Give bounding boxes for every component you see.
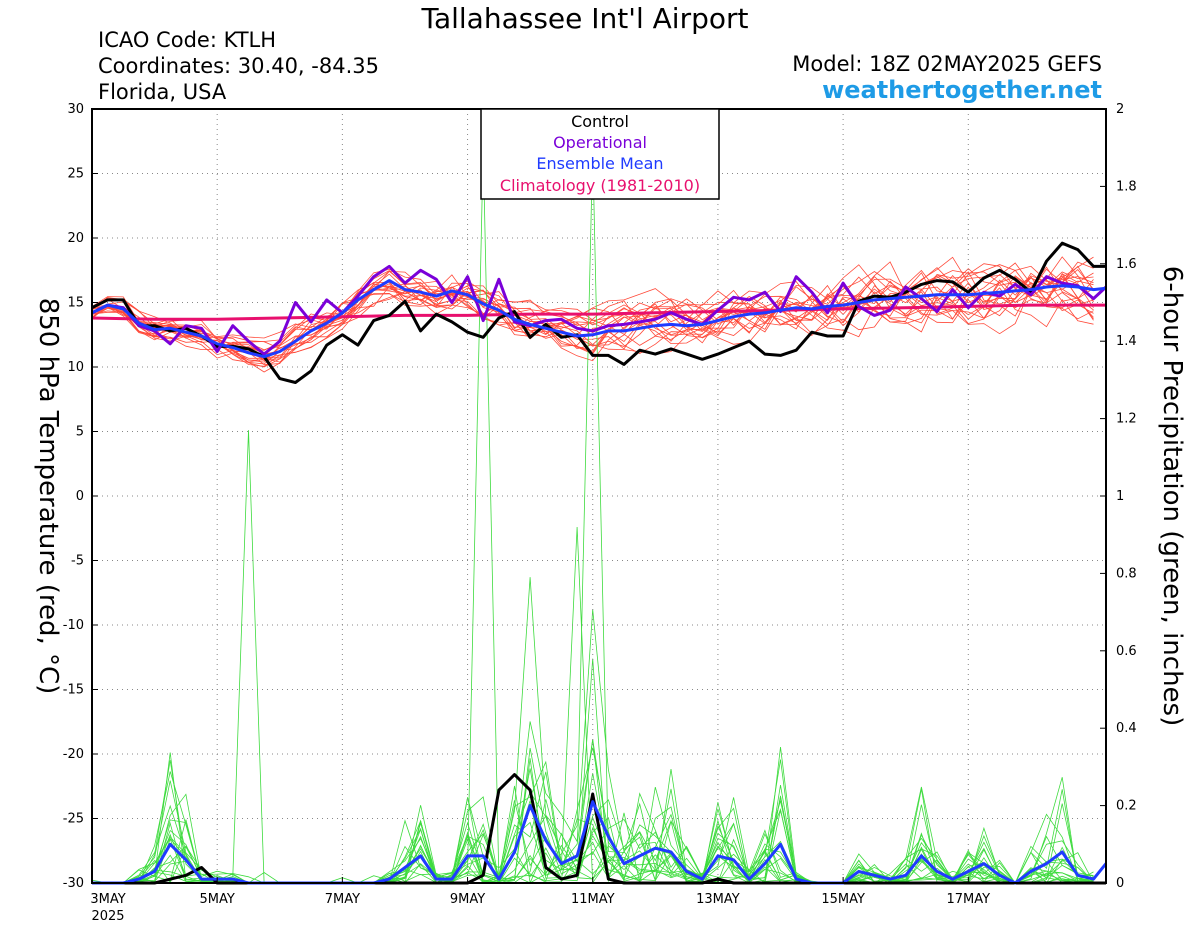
y2-tick-label: 0.2	[1116, 799, 1137, 814]
x-tick-label: 9MAY	[450, 892, 485, 907]
x-tick-label: 11MAY	[571, 892, 615, 907]
y-tick-label: -10	[63, 618, 84, 633]
y-tick-label: 25	[67, 167, 84, 182]
y-tick-label: 30	[67, 102, 84, 117]
legend: Control Operational Ensemble Mean Climat…	[480, 108, 720, 200]
y-tick-label: 5	[76, 425, 84, 440]
temperature-operational-line	[91, 264, 1108, 356]
legend-operational: Operational	[553, 133, 647, 152]
x-tick-label: 13MAY	[696, 892, 740, 907]
precipitation-member-line	[92, 147, 1094, 884]
y-tick-label: 20	[67, 231, 84, 246]
precipitation-member-line	[92, 577, 1094, 884]
x-tick-label: 5MAY	[200, 892, 235, 907]
grid-lines	[92, 109, 1106, 883]
precipitation-member-line	[92, 147, 1094, 884]
y-tick-label: 10	[67, 360, 84, 375]
y2-tick-label: 1.6	[1116, 257, 1137, 272]
temperature-member-line	[91, 270, 1094, 350]
temperature-member-line	[91, 256, 1094, 349]
icao-code: ICAO Code: KTLH	[98, 28, 277, 52]
temperature-member-line	[91, 273, 1094, 363]
y2-tick-label: 1.8	[1116, 179, 1137, 194]
plot-frame	[91, 108, 1107, 884]
precipitation-member-line	[92, 430, 1094, 884]
y2-tick-label: 1	[1116, 489, 1124, 504]
x-tick-label: 17MAY	[946, 892, 990, 907]
site-name[interactable]: weathertogether.net	[822, 76, 1102, 104]
y-tick-label: -20	[63, 747, 84, 762]
temperature-climatology-1981-2010-line	[91, 303, 1106, 321]
legend-box	[480, 108, 720, 200]
x-tick-year-label: 2025	[91, 909, 124, 924]
axis-ticks: 302520151050-5-10-15-20-25-3021.81.61.41…	[63, 102, 1137, 924]
x-tick-label: 3MAY	[90, 892, 125, 907]
temperature-member-line	[91, 263, 1094, 366]
y-tick-label: 15	[67, 296, 84, 311]
y-tick-label: -30	[63, 876, 84, 891]
y-axis-label: 850 hPa Temperature (red, °C)	[33, 298, 63, 695]
y2-tick-label: 1.2	[1116, 412, 1137, 427]
model-run: Model: 18Z 02MAY2025 GEFS	[792, 52, 1102, 76]
precipitation-member-line	[91, 739, 1094, 884]
y-tick-label: -25	[63, 812, 84, 827]
y-tick-label: 0	[76, 489, 84, 504]
legend-control: Control	[571, 112, 629, 131]
region: Florida, USA	[98, 80, 227, 104]
y2-tick-label: 0.6	[1116, 644, 1137, 659]
temperature-ensemble-mean-line	[91, 279, 1107, 359]
y-tick-label: -5	[71, 554, 84, 569]
y2-tick-label: 0.8	[1116, 566, 1137, 581]
y-tick-label: -15	[63, 683, 84, 698]
ensemble-members	[91, 147, 1094, 885]
y2-tick-label: 1.4	[1116, 334, 1137, 349]
x-tick-label: 15MAY	[821, 892, 865, 907]
coordinates: Coordinates: 30.40, -84.35	[98, 54, 379, 78]
temperature-member-line	[91, 261, 1094, 365]
y2-tick-label: 2	[1116, 102, 1124, 117]
legend-climatology: Climatology (1981-2010)	[500, 176, 700, 195]
chart-title: Tallahassee Int'l Airport	[421, 2, 749, 35]
y2-tick-label: 0	[1116, 876, 1124, 891]
precipitation-member-line	[92, 739, 1094, 884]
legend-ensemble-mean: Ensemble Mean	[536, 154, 663, 173]
y2-axis-label: 6-hour Precipitation (green, inches)	[1157, 266, 1187, 726]
x-tick-label: 7MAY	[325, 892, 360, 907]
y2-tick-label: 0.4	[1116, 721, 1137, 736]
